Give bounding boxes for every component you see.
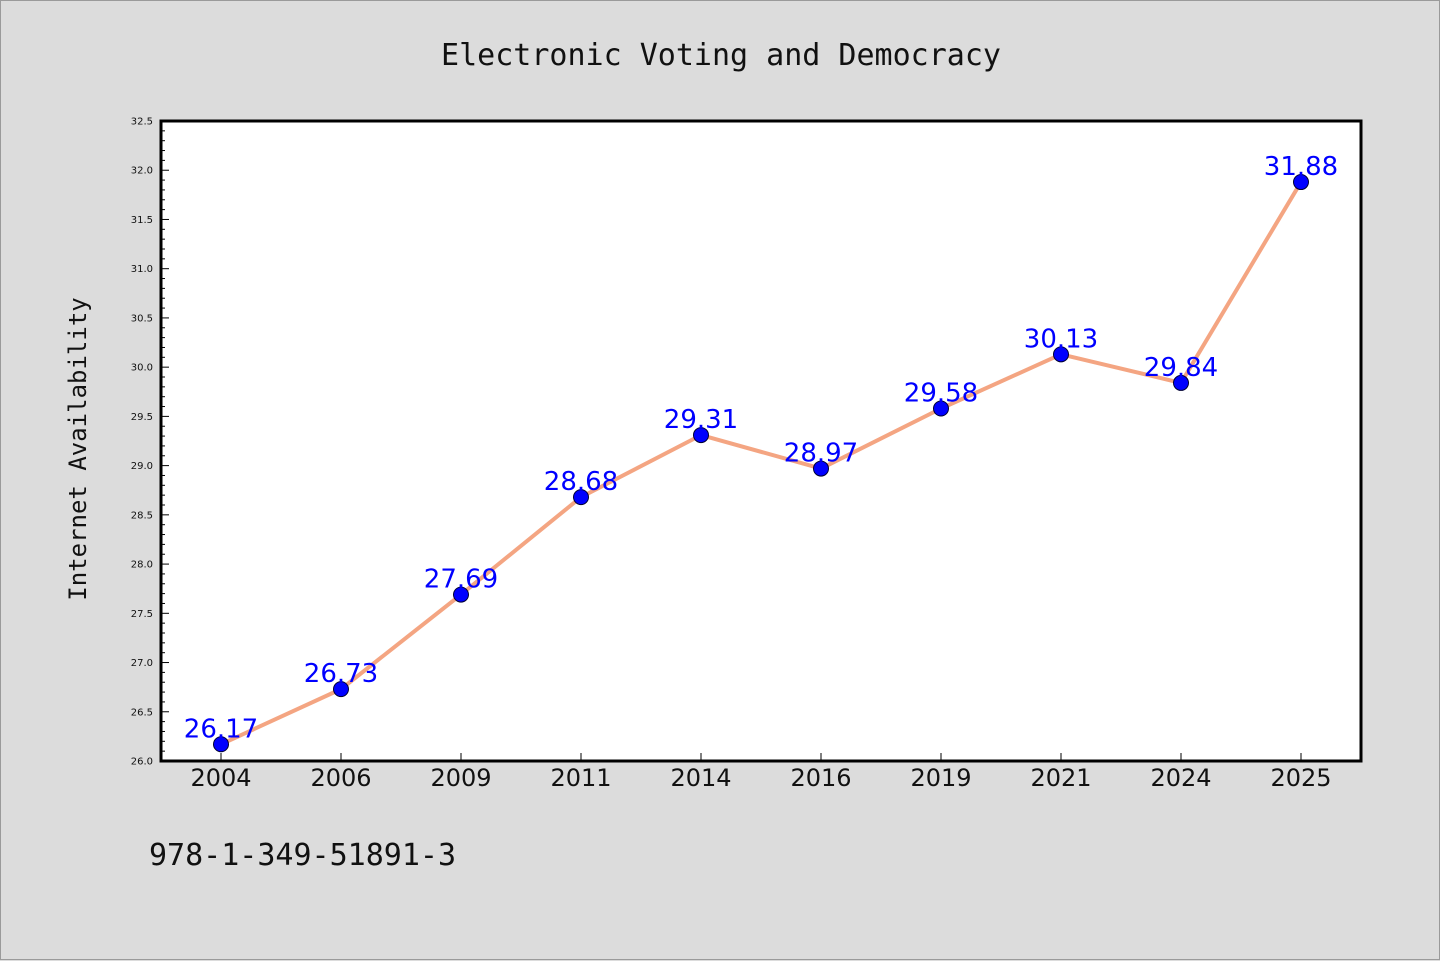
series-line bbox=[220, 181, 1303, 747]
y-tick-label: 28.0 bbox=[131, 560, 153, 571]
x-axis-ticks: 2004 2006 2009 2011 2014 2016 2019 2021 2024 2025 bbox=[190, 753, 1332, 792]
chart-title: Electronic Voting and Democracy bbox=[441, 38, 1001, 73]
x-tick-label: 2016 bbox=[790, 764, 851, 792]
data-point bbox=[1293, 174, 1309, 191]
y-axis-ticks: 26.0 26.5 27.0 27.5 28.0 28.5 29.0 29.5 30.0 30.5… bbox=[131, 117, 169, 768]
data-point bbox=[1173, 374, 1189, 391]
data-point bbox=[453, 586, 469, 603]
x-tick-label: 2011 bbox=[550, 764, 611, 792]
y-tick-label: 29.5 bbox=[131, 412, 153, 423]
y-tick-label: 26.5 bbox=[131, 707, 153, 718]
x-tick-label: 2025 bbox=[1270, 764, 1331, 792]
data-point bbox=[573, 489, 589, 506]
x-tick-label: 2009 bbox=[430, 764, 491, 792]
data-label: 26.17 bbox=[184, 714, 258, 744]
data-point bbox=[213, 736, 229, 753]
plot-area bbox=[159, 119, 1363, 763]
x-tick-label: 2024 bbox=[1150, 764, 1211, 792]
y-tick-label: 31.5 bbox=[131, 215, 153, 226]
data-point bbox=[693, 427, 709, 444]
y-tick-label: 30.5 bbox=[131, 313, 153, 324]
data-label: 29.84 bbox=[1144, 353, 1218, 383]
data-label: 28.97 bbox=[784, 439, 858, 469]
x-tick-label: 2021 bbox=[1030, 764, 1091, 792]
y-tick-label: 27.0 bbox=[131, 658, 153, 669]
x-tick-label: 2004 bbox=[190, 764, 251, 792]
data-point bbox=[1053, 346, 1069, 363]
data-point bbox=[333, 681, 349, 698]
data-label: 26.73 bbox=[304, 659, 378, 689]
y-tick-label: 27.5 bbox=[131, 609, 153, 620]
data-label: 27.69 bbox=[424, 565, 498, 595]
y-tick-label: 31.0 bbox=[131, 264, 153, 275]
y-axis-label: Internet Availability bbox=[64, 297, 92, 600]
y-tick-label: 32.0 bbox=[131, 166, 153, 177]
data-label: 29.31 bbox=[664, 405, 738, 435]
x-tick-label: 2014 bbox=[670, 764, 731, 792]
data-point bbox=[813, 460, 829, 477]
y-tick-label: 29.0 bbox=[131, 461, 153, 472]
x-tick-label: 2019 bbox=[910, 764, 971, 792]
y-tick-label: 32.5 bbox=[131, 117, 153, 128]
data-label: 31.88 bbox=[1264, 152, 1338, 182]
data-points bbox=[213, 174, 1309, 753]
data-label: 29.58 bbox=[904, 379, 978, 409]
y-tick-label: 28.5 bbox=[131, 510, 153, 521]
data-label: 28.68 bbox=[544, 467, 618, 497]
footer-isbn: 978-1-349-51891-3 bbox=[149, 838, 456, 873]
data-labels: 26.17 26.73 27.69 28.68 29.31 28.97 29.58 30.13… bbox=[184, 152, 1338, 744]
data-point bbox=[933, 400, 949, 417]
y-tick-label: 30.0 bbox=[131, 363, 153, 374]
y-tick-label: 26.0 bbox=[131, 757, 153, 768]
x-tick-label: 2006 bbox=[310, 764, 371, 792]
data-label: 30.13 bbox=[1024, 324, 1098, 354]
